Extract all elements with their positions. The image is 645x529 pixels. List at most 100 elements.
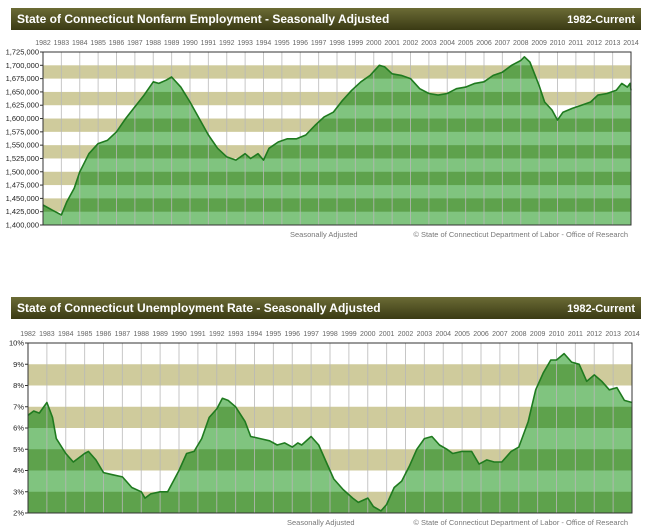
year-label: 2004 bbox=[439, 40, 455, 47]
y-tick-label: 10% bbox=[9, 339, 24, 348]
year-label: 1996 bbox=[284, 331, 300, 338]
year-label: 1987 bbox=[115, 331, 131, 338]
year-label: 1994 bbox=[256, 40, 272, 47]
year-label: 2008 bbox=[511, 331, 527, 338]
year-label: 1983 bbox=[39, 331, 55, 338]
year-label: 1991 bbox=[190, 331, 206, 338]
year-label: 1998 bbox=[322, 331, 338, 338]
year-label: 1993 bbox=[228, 331, 244, 338]
year-label: 1994 bbox=[247, 331, 263, 338]
year-label: 2006 bbox=[473, 331, 489, 338]
y-tick-label: 8% bbox=[13, 381, 24, 390]
y-tick-label: 4% bbox=[13, 466, 24, 475]
chart-range-label: 1982-Current bbox=[567, 14, 635, 26]
year-label: 2011 bbox=[568, 40, 583, 47]
year-label: 2000 bbox=[366, 40, 382, 47]
chart-header-bar bbox=[11, 8, 641, 30]
footer-seasonally-adjusted: Seasonally Adjusted bbox=[290, 230, 358, 239]
y-tick-label: 1,425,000 bbox=[6, 207, 39, 216]
year-label: 1984 bbox=[58, 331, 74, 338]
year-label: 2005 bbox=[458, 40, 474, 47]
year-label: 1982 bbox=[35, 40, 51, 47]
year-label: 1997 bbox=[311, 40, 327, 47]
y-tick-label: 1,625,000 bbox=[6, 101, 39, 110]
series-line bbox=[27, 352, 633, 512]
year-label: 1999 bbox=[341, 331, 357, 338]
year-label: 1989 bbox=[164, 40, 180, 47]
y-tick-label: 1,675,000 bbox=[6, 74, 39, 83]
year-label: 1990 bbox=[171, 331, 187, 338]
year-label: 2004 bbox=[435, 331, 451, 338]
year-label: 1990 bbox=[182, 40, 198, 47]
year-label: 1997 bbox=[303, 331, 319, 338]
y-tick-label: 7% bbox=[13, 402, 24, 411]
year-label: 2005 bbox=[454, 331, 470, 338]
year-label: 1988 bbox=[133, 331, 149, 338]
year-label: 1987 bbox=[127, 40, 143, 47]
year-label: 2000 bbox=[360, 331, 376, 338]
year-label: 1993 bbox=[237, 40, 253, 47]
y-tick-label: 1,700,000 bbox=[6, 61, 39, 70]
year-label: 2007 bbox=[492, 331, 508, 338]
year-label: 2002 bbox=[398, 331, 414, 338]
year-label: 1999 bbox=[348, 40, 364, 47]
y-tick-label: 1,525,000 bbox=[6, 154, 39, 163]
year-label: 1985 bbox=[90, 40, 106, 47]
year-label: 2014 bbox=[623, 40, 639, 47]
year-label: 2010 bbox=[549, 331, 565, 338]
year-label: 1995 bbox=[266, 331, 282, 338]
year-label: 1986 bbox=[109, 40, 125, 47]
year-label: 1988 bbox=[145, 40, 161, 47]
y-tick-label: 1,500,000 bbox=[6, 167, 39, 176]
year-label: 2009 bbox=[531, 40, 547, 47]
y-tick-label: 3% bbox=[13, 487, 24, 496]
y-tick-label: 1,450,000 bbox=[6, 194, 39, 203]
footer-copyright: © State of Connecticut Department of Lab… bbox=[413, 518, 628, 527]
year-label: 2014 bbox=[624, 331, 640, 338]
employment-chart: State of Connecticut Nonfarm Employment … bbox=[6, 8, 641, 239]
year-label: 1995 bbox=[274, 40, 290, 47]
footer-copyright: © State of Connecticut Department of Lab… bbox=[413, 230, 628, 239]
y-tick-label: 1,475,000 bbox=[6, 181, 39, 190]
y-tick-label: 5% bbox=[13, 445, 24, 454]
year-label: 1992 bbox=[219, 40, 235, 47]
year-label: 1998 bbox=[329, 40, 345, 47]
y-tick-label: 9% bbox=[13, 360, 24, 369]
year-label: 1996 bbox=[292, 40, 308, 47]
y-tick-label: 1,400,000 bbox=[6, 221, 39, 230]
y-tick-label: 1,650,000 bbox=[6, 87, 39, 96]
y-tick-label: 1,725,000 bbox=[6, 48, 39, 57]
year-label: 1982 bbox=[20, 331, 36, 338]
year-label: 2007 bbox=[495, 40, 511, 47]
year-label: 2006 bbox=[476, 40, 492, 47]
year-label: 2011 bbox=[568, 331, 583, 338]
year-label: 1983 bbox=[54, 40, 70, 47]
year-label: 2003 bbox=[421, 40, 437, 47]
series-line bbox=[42, 56, 632, 216]
chart-range-label: 1982-Current bbox=[567, 303, 635, 315]
year-label: 2012 bbox=[586, 40, 602, 47]
y-tick-label: 1,575,000 bbox=[6, 127, 39, 136]
year-label: 2013 bbox=[605, 331, 621, 338]
year-label: 2008 bbox=[513, 40, 529, 47]
footer-seasonally-adjusted: Seasonally Adjusted bbox=[287, 518, 355, 527]
year-label: 2003 bbox=[417, 331, 433, 338]
year-label: 1989 bbox=[152, 331, 168, 338]
year-label: 2001 bbox=[379, 331, 395, 338]
chart-title: State of Connecticut Unemployment Rate -… bbox=[17, 301, 381, 315]
y-tick-label: 2% bbox=[13, 509, 24, 518]
year-label: 2013 bbox=[605, 40, 621, 47]
plot-frame bbox=[42, 51, 632, 226]
year-label: 2002 bbox=[403, 40, 419, 47]
year-label: 1986 bbox=[96, 331, 112, 338]
chart-header-bar bbox=[11, 297, 641, 319]
chart-title: State of Connecticut Nonfarm Employment … bbox=[17, 12, 389, 26]
unemployment-chart: State of Connecticut Unemployment Rate -… bbox=[9, 297, 641, 527]
year-label: 2009 bbox=[530, 331, 546, 338]
year-label: 2001 bbox=[384, 40, 400, 47]
y-tick-label: 1,600,000 bbox=[6, 114, 39, 123]
year-label: 1992 bbox=[209, 331, 225, 338]
year-label: 1991 bbox=[201, 40, 217, 47]
year-label: 1984 bbox=[72, 40, 88, 47]
